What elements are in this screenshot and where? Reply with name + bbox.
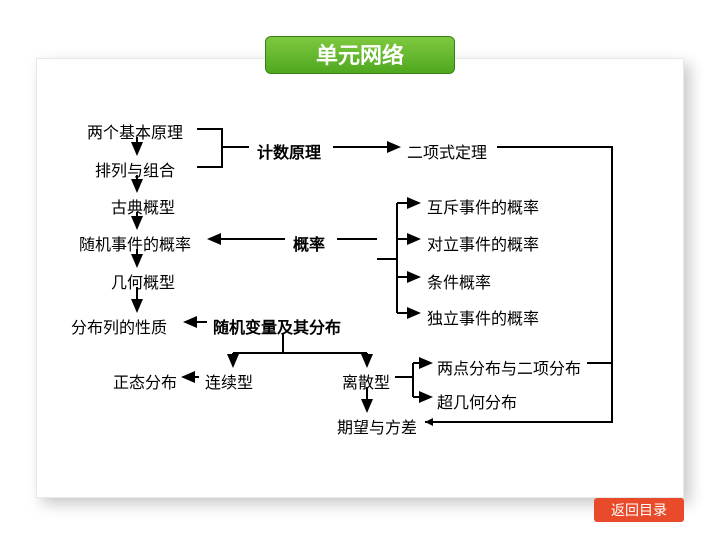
- node-independent: 独立事件的概率: [427, 305, 539, 329]
- node-continuous: 连续型: [205, 369, 253, 393]
- return-button[interactable]: 返回目录: [594, 498, 684, 522]
- node-normal: 正态分布: [113, 369, 177, 393]
- node-conditional: 条件概率: [427, 269, 491, 293]
- node-permutation: 排列与组合: [95, 157, 175, 181]
- node-random-variable: 随机变量及其分布: [213, 314, 341, 338]
- node-binomial-thm: 二项式定理: [407, 139, 487, 163]
- node-two-principles: 两个基本原理: [87, 119, 183, 143]
- node-classical: 古典概型: [111, 194, 175, 218]
- node-probability: 概率: [293, 231, 325, 255]
- node-bernoulli-binomial: 两点分布与二项分布: [437, 355, 581, 379]
- node-counting: 计数原理: [257, 139, 321, 163]
- node-geometric: 几何概型: [111, 269, 175, 293]
- node-expectation: 期望与方差: [337, 414, 417, 438]
- node-random-event-prob: 随机事件的概率: [79, 231, 191, 255]
- unit-title: 单元网络: [265, 36, 455, 74]
- node-mutually-exclusive: 互斥事件的概率: [427, 194, 539, 218]
- node-distribution-property: 分布列的性质: [71, 314, 167, 338]
- node-discrete: 离散型: [342, 369, 390, 393]
- node-hypergeometric: 超几何分布: [437, 389, 517, 413]
- diagram-panel: 两个基本原理 排列与组合 古典概型 随机事件的概率 几何概型 分布列的性质 正态…: [36, 58, 684, 498]
- node-complementary: 对立事件的概率: [427, 231, 539, 255]
